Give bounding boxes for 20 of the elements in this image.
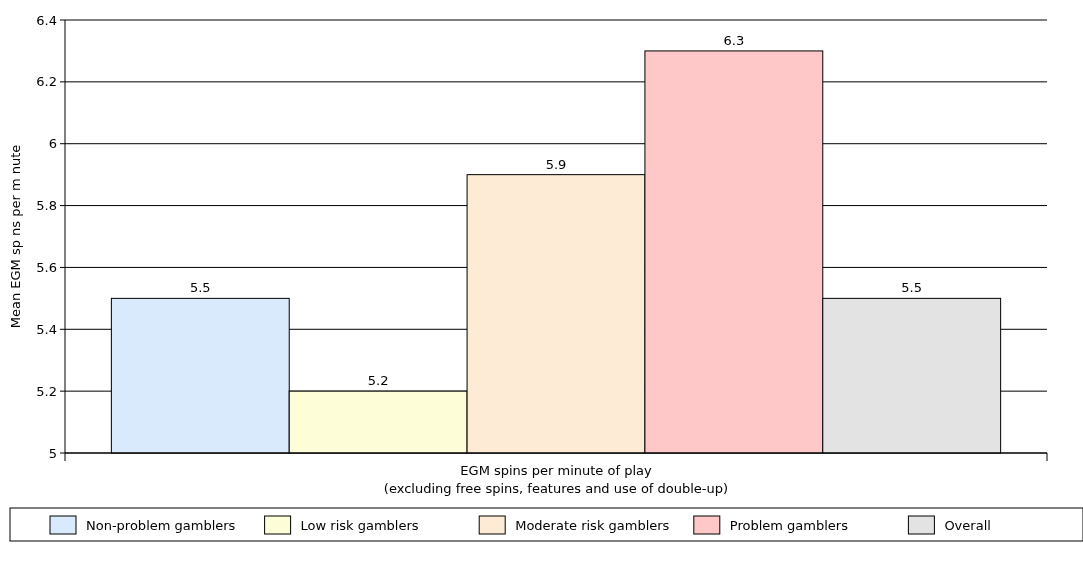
y-tick-label: 6 <box>48 136 57 152</box>
y-tick-label: 5.6 <box>36 259 57 275</box>
y-tick-label: 6.2 <box>36 74 57 90</box>
legend-label: Overall <box>944 517 991 533</box>
legend-label: Low risk gamblers <box>300 517 419 533</box>
data-label: 5.5 <box>189 280 211 296</box>
y-axis-title: Mean EGM sp ns per m nute <box>8 144 23 329</box>
y-tick-label: 5 <box>48 445 57 461</box>
legend-label: Non-problem gamblers <box>86 517 236 533</box>
data-label: 5.9 <box>545 156 567 172</box>
legend-label: Problem gamblers <box>729 517 849 533</box>
legend-label: Moderate risk gamblers <box>515 517 670 533</box>
x-axis-title: EGM spins per minute of play (excluding free spins, features and use of double-up) <box>383 463 729 496</box>
y-tick-label: 6.4 <box>36 12 57 28</box>
data-label: 5.2 <box>367 373 389 389</box>
data-label: 5.5 <box>901 280 923 296</box>
y-tick-label: 5.8 <box>36 198 57 214</box>
data-label: 6.3 <box>723 32 745 48</box>
y-tick-label: 5.4 <box>36 321 57 337</box>
y-tick-label: 5.2 <box>36 383 57 399</box>
